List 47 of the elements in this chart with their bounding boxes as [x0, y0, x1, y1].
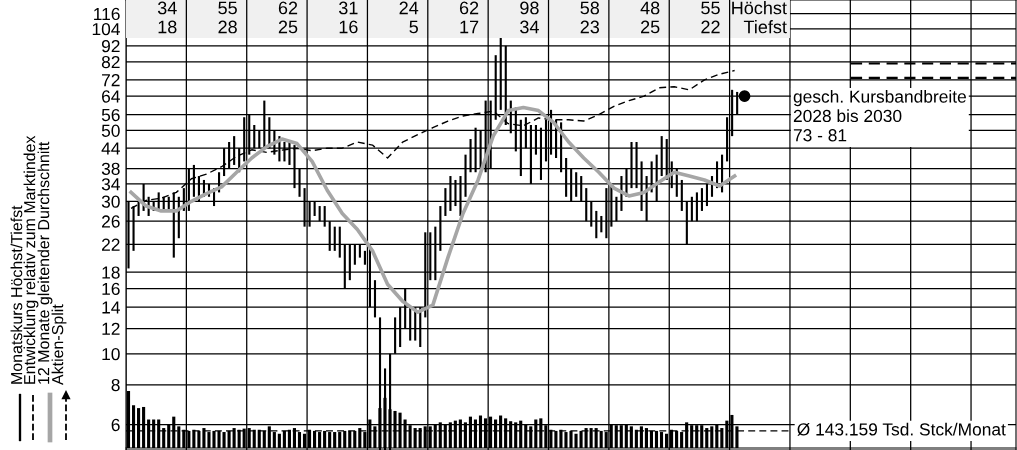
- annotation: Höchst: [732, 1, 787, 15]
- annotation: 5: [409, 20, 418, 34]
- annotation: 98: [520, 1, 539, 15]
- annotation: 25: [641, 20, 660, 34]
- y-tick-label: 16: [102, 282, 120, 296]
- annotation: 62: [278, 1, 298, 15]
- y-tick-label: 10: [102, 347, 120, 361]
- y-tick-label: 26: [102, 215, 120, 228]
- y-tick-label: 34: [101, 178, 120, 191]
- annotation: 31: [338, 1, 358, 15]
- annotation: 62: [459, 1, 479, 15]
- annotation: 16: [339, 20, 358, 34]
- annotation: 34: [157, 1, 177, 15]
- y-tick-label: 14: [102, 301, 120, 314]
- annotation: 18: [158, 20, 177, 34]
- annotation: 48: [640, 1, 660, 15]
- y-tick-label: 50: [101, 124, 120, 137]
- y-tick-label: 56: [101, 108, 120, 122]
- y-tick-label: 116: [94, 7, 120, 21]
- y-tick-label: 12: [102, 322, 120, 335]
- annotation: 34: [520, 20, 539, 34]
- y-tick-label: 22: [102, 238, 120, 251]
- text: Monatskurs Höchst/Tiefst: [10, 205, 23, 384]
- y-tick-label: 92: [101, 40, 120, 53]
- y-tick-label: 72: [102, 74, 120, 87]
- y-tick-label: 6: [111, 418, 120, 432]
- annotation: Tiefst: [743, 20, 787, 34]
- y-tick-label: 8: [111, 378, 120, 392]
- annotation: 55: [701, 1, 720, 15]
- annotation: 28: [218, 20, 237, 34]
- y-tick-label: 44: [101, 142, 120, 155]
- annotation: 23: [580, 20, 600, 34]
- legend-label: Aktien-Split: [51, 304, 67, 385]
- y-tick-label: 82: [101, 55, 120, 69]
- y-tick-label: 104: [92, 22, 120, 36]
- annotation: 17: [460, 20, 479, 34]
- annotation: 22: [701, 20, 720, 34]
- y-tick-label: 18: [102, 266, 120, 279]
- y-tick-label: 38: [101, 162, 120, 175]
- annotation: 55: [218, 1, 237, 15]
- annotation: gesch. Kursbandbreite 2028 bis 2030 73 - 81: [793, 90, 966, 142]
- y-tick-label: 64: [102, 90, 120, 103]
- annotation: 25: [278, 20, 298, 34]
- y-tick-label: 30: [101, 195, 120, 208]
- annotation: 24: [399, 1, 419, 15]
- ref-line-label: Ø 143.159 Tsd. Stck/Monat: [797, 422, 1006, 436]
- annotation: 58: [580, 1, 600, 15]
